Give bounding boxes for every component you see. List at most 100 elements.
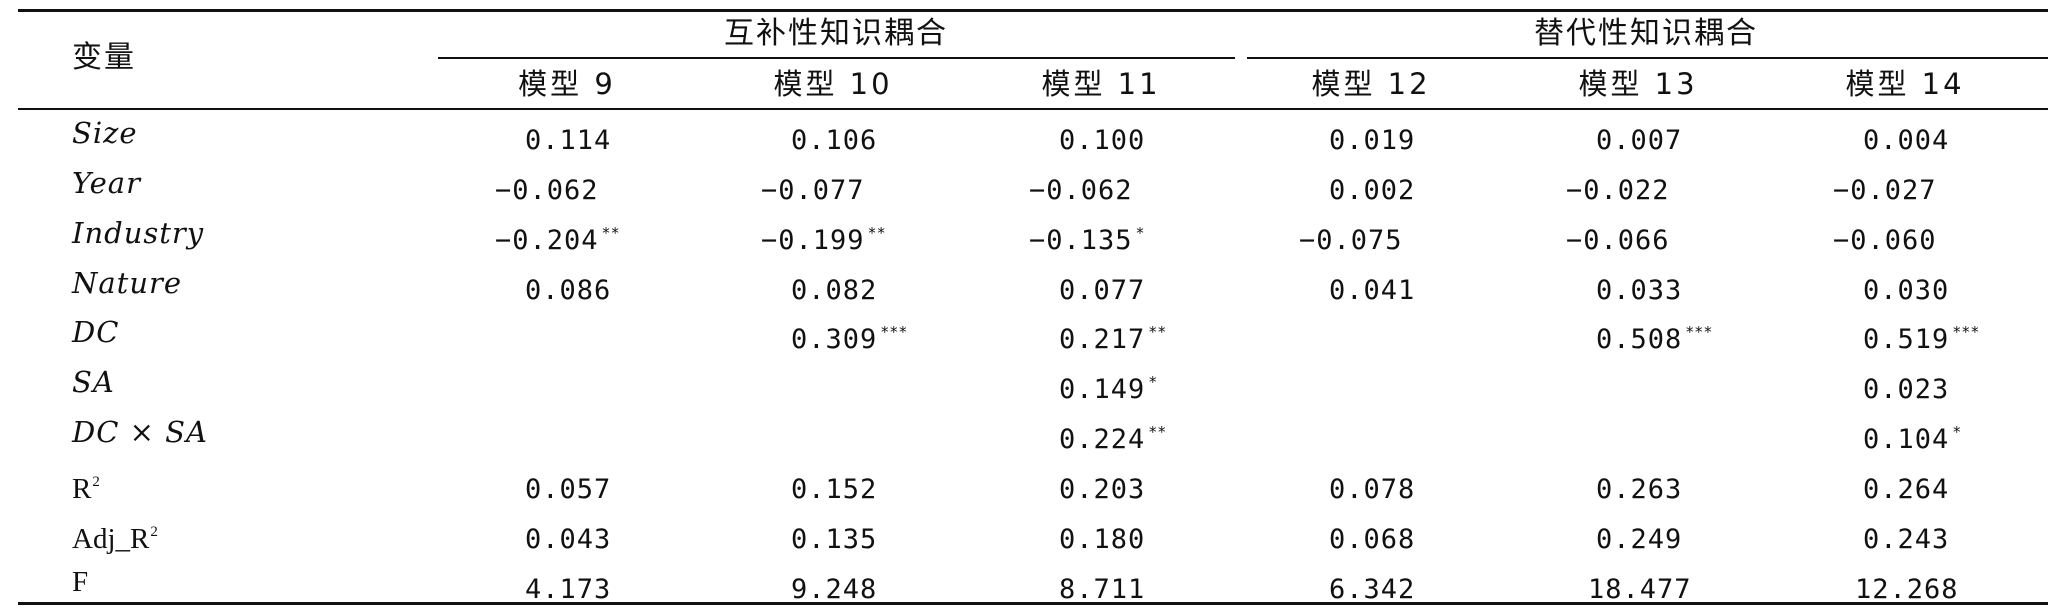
table-cell: 12.268	[1855, 564, 1962, 608]
model-header: 模型 13	[1578, 67, 1698, 101]
row-label-text: F	[72, 566, 89, 598]
row-label-text: DC × SA	[72, 415, 208, 449]
table-cell: 0.203	[1059, 464, 1148, 508]
row-label: R2	[72, 464, 100, 507]
superscript: 2	[150, 524, 158, 540]
cell-value: 0.263	[1596, 474, 1683, 505]
table-cell	[1329, 414, 1332, 458]
row-label-text: DC	[72, 315, 120, 349]
table-cell	[525, 314, 528, 358]
cell-value: 0.100	[1059, 125, 1146, 156]
table-cell: 0.100	[1059, 115, 1148, 159]
table-cell: 0.152	[791, 464, 880, 508]
table-cell: 8.711	[1059, 564, 1148, 608]
group-header-substitutive: 替代性知识耦合	[1534, 16, 1758, 51]
table-cell	[1596, 364, 1599, 408]
table-cell	[791, 414, 794, 458]
cell-value: 12.268	[1855, 574, 1959, 605]
row-label-text: SA	[72, 365, 115, 399]
table-cell: 0.519 ***	[1863, 314, 1979, 358]
table-cell: 0.078	[1329, 464, 1418, 508]
table-cell	[791, 364, 794, 408]
model-header: 模型 11	[1041, 67, 1161, 101]
row-label: SA	[72, 364, 115, 400]
cell-value: 0.086	[525, 275, 612, 306]
cell-value: 0.030	[1863, 275, 1950, 306]
model-header: 模型 12	[1311, 67, 1431, 101]
table-cell: 0.019	[1329, 115, 1418, 159]
row-label-text: Adj_R	[72, 523, 150, 555]
cell-value: 0.224	[1059, 424, 1146, 455]
model-header: 模型 14	[1845, 67, 1965, 101]
cell-value: 0.217	[1059, 324, 1146, 355]
cell-value: 9.248	[791, 574, 878, 605]
header-bottom-rule	[18, 108, 2048, 110]
cell-value: 0.043	[525, 524, 612, 555]
table-cell: −0.027	[1833, 165, 1940, 209]
table-cell: 0.106	[791, 115, 880, 159]
table-cell: 0.057	[525, 464, 614, 508]
row-label-text: Industry	[72, 216, 205, 250]
table-cell: 9.248	[791, 564, 880, 608]
significance-stars: **	[1148, 323, 1167, 341]
cell-value: 6.342	[1329, 574, 1416, 605]
table-cell: 0.224 **	[1059, 414, 1166, 458]
table-cell: 0.002	[1329, 165, 1418, 209]
cell-value: 0.068	[1329, 524, 1416, 555]
row-label-text: R	[72, 473, 92, 505]
cell-value: 0.082	[791, 275, 878, 306]
table-cell: 0.082	[791, 265, 880, 309]
cell-value: 0.149	[1059, 374, 1146, 405]
cell-value: 0.077	[1059, 275, 1146, 306]
cell-value: 0.104	[1863, 424, 1950, 455]
table-cell: 0.104 *	[1863, 414, 1961, 458]
table-cell: −0.062	[495, 165, 602, 209]
row-label: Nature	[72, 265, 182, 301]
cell-value: 8.711	[1059, 574, 1146, 605]
cell-value: 0.135	[791, 524, 878, 555]
cell-value: 0.023	[1863, 374, 1950, 405]
significance-stars: **	[867, 224, 886, 242]
cell-value: −0.062	[495, 175, 599, 206]
cell-value: 0.106	[791, 125, 878, 156]
significance-stars: ***	[1952, 323, 1980, 341]
table-cell: 0.043	[525, 514, 614, 558]
top-rule	[18, 9, 2048, 12]
table-cell: 0.508 ***	[1596, 314, 1712, 358]
table-cell	[1329, 364, 1332, 408]
table-cell: −0.199 **	[761, 215, 886, 259]
table-cell: 0.114	[525, 115, 614, 159]
cell-value: −0.022	[1566, 175, 1670, 206]
table-cell: 0.309 ***	[791, 314, 907, 358]
cell-value: 0.243	[1863, 524, 1950, 555]
cell-value: −0.062	[1029, 175, 1133, 206]
table-cell: 0.180	[1059, 514, 1148, 558]
table-cell: 0.023	[1863, 364, 1952, 408]
table-cell	[1329, 314, 1332, 358]
cell-value: 0.152	[791, 474, 878, 505]
significance-stars: **	[601, 224, 620, 242]
stub-header: 变量	[72, 40, 136, 75]
table-cell: 0.077	[1059, 265, 1148, 309]
cell-value: 0.249	[1596, 524, 1683, 555]
cell-value: −0.075	[1299, 225, 1403, 256]
group-rule-complementary	[438, 57, 1235, 59]
cell-value: −0.199	[761, 225, 865, 256]
table-cell: −0.062	[1029, 165, 1136, 209]
bottom-rule	[18, 602, 2048, 605]
model-header: 模型 9	[518, 67, 616, 101]
table-cell: 0.264	[1863, 464, 1952, 508]
cell-value: 0.264	[1863, 474, 1950, 505]
cell-value: 0.309	[791, 324, 878, 355]
superscript: 2	[92, 474, 100, 490]
cell-value: 0.019	[1329, 125, 1416, 156]
table-cell: 4.173	[525, 564, 614, 608]
cell-value: 0.057	[525, 474, 612, 505]
table-cell: −0.066	[1566, 215, 1673, 259]
cell-value: −0.135	[1029, 225, 1133, 256]
row-label: Industry	[72, 215, 204, 251]
table-cell	[525, 414, 528, 458]
cell-value: −0.027	[1833, 175, 1937, 206]
table-cell: −0.022	[1566, 165, 1673, 209]
cell-value: 0.007	[1596, 125, 1683, 156]
